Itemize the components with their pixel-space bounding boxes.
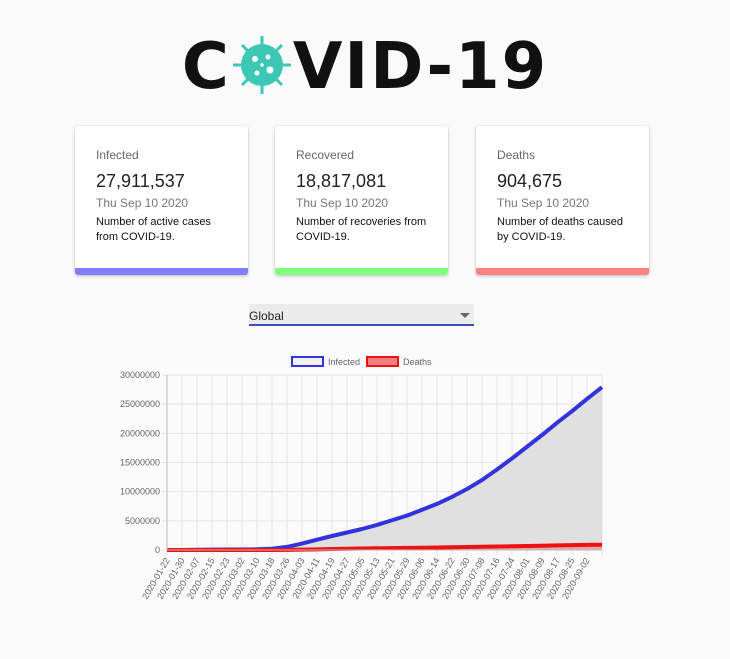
- card-date: Thu Sep 10 2020: [296, 196, 389, 210]
- legend-swatch: [291, 356, 324, 367]
- card-bar: [476, 268, 649, 275]
- stat-card: Deaths 904,675 Thu Sep 10 2020 Number of de…: [476, 126, 649, 275]
- series-area: [167, 387, 602, 550]
- legend-label: Deaths: [403, 357, 432, 367]
- dropdown-arrow: [460, 313, 470, 318]
- y-tick-label: 25000000: [120, 399, 160, 409]
- app-title: C VID-19: [0, 30, 730, 104]
- card-bar: [75, 268, 248, 275]
- card-label: Deaths: [497, 148, 536, 162]
- card-date: Thu Sep 10 2020: [497, 196, 590, 210]
- stat-card: Infected 27,911,537 Thu Sep 10 2020 Number …: [75, 126, 248, 275]
- card-value: 18,817,081: [296, 171, 387, 191]
- card-date: Thu Sep 10 2020: [96, 196, 189, 210]
- select-value: Global: [249, 309, 284, 323]
- y-tick-label: 0: [155, 545, 160, 555]
- y-tick-label: 15000000: [120, 458, 160, 468]
- card-text: Number of recoveries from COVID-19.: [296, 216, 427, 243]
- series-area: [167, 544, 602, 550]
- card-bar: [275, 268, 448, 275]
- card-value: 904,675: [497, 171, 563, 191]
- card-text: Number of active cases from COVID-19.: [96, 216, 211, 243]
- card-label: Infected: [96, 148, 139, 162]
- y-tick-label: 5000000: [125, 516, 160, 526]
- legend-label: Infected: [328, 357, 360, 367]
- y-tick-label: 20000000: [120, 428, 160, 438]
- y-tick-label: 10000000: [120, 487, 160, 497]
- card-label: Recovered: [296, 148, 355, 162]
- title-start: C: [181, 30, 231, 104]
- card-value: 27,911,537: [96, 171, 185, 191]
- y-tick-label: 30000000: [120, 370, 160, 380]
- chart: 0 5000000 10000000 15000000 20000000 25000000…: [120, 356, 604, 601]
- legend-swatch: [366, 356, 399, 367]
- virus-icon: [232, 36, 291, 94]
- title-end: VID-19: [292, 30, 549, 104]
- stat-card: Recovered 18,817,081 Thu Sep 10 2020 Number…: [275, 126, 448, 275]
- card-text: Number of deaths caused by COVID-19.: [497, 216, 623, 243]
- region-select[interactable]: Global: [249, 304, 474, 326]
